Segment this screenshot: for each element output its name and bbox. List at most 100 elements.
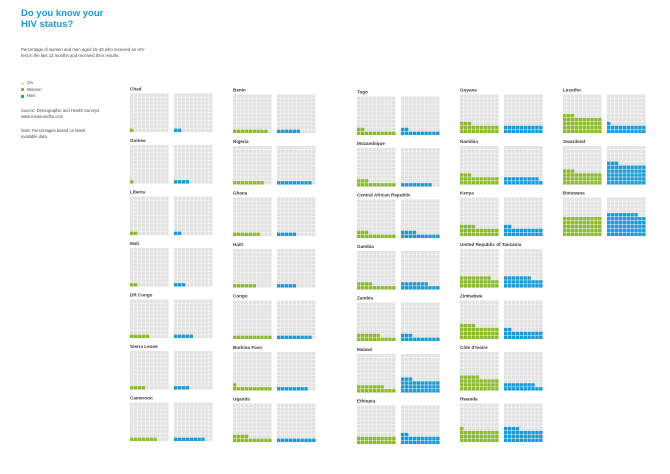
women-empty-square [153,307,157,311]
men-empty-square [408,207,413,211]
women-empty-square [364,325,369,330]
men-empty-square [420,171,424,175]
women-empty-square [233,367,237,372]
women-empty-square [364,417,369,421]
women-filled-square [392,337,396,342]
women-empty-square [153,101,157,105]
women-empty-square [268,272,272,276]
women-empty-square [149,156,153,161]
women-empty-square [360,357,365,362]
men-empty-square [535,165,539,169]
women-empty-square [256,268,260,272]
men-empty-square [304,320,308,324]
women-empty-square [372,254,377,259]
women-empty-square [471,264,476,269]
men-empty-square [420,203,424,207]
women-empty-square [260,426,264,431]
men-empty-square [308,161,312,166]
women-filled-square [244,335,249,340]
men-empty-square [193,283,197,287]
men-empty-square [408,219,413,223]
men-empty-square [523,149,527,154]
men-empty-square [284,260,289,265]
women-empty-square [244,106,249,110]
women-filled-square [384,286,388,290]
women-empty-square [141,283,146,287]
men-empty-square [292,121,297,126]
women-empty-square [165,358,169,363]
men-filled-square [416,436,421,441]
women-empty-square [376,428,380,433]
women-empty-square [252,260,256,265]
men-empty-square [288,280,293,284]
women-empty-square [380,104,384,108]
men-empty-square [181,227,186,232]
women-empty-square [244,224,249,229]
men-empty-square [436,183,440,187]
women-empty-square [248,205,253,209]
women-filled-square [491,284,495,288]
women-empty-square [384,333,388,338]
men-filled-square [404,131,409,136]
men-empty-square [284,224,289,229]
men-filled-square [401,440,405,445]
women-empty-square [463,102,468,106]
women-empty-square [380,373,384,377]
men-empty-square [201,374,205,378]
women-empty-square [133,255,138,260]
men-empty-square [185,160,190,165]
men-empty-square [424,377,428,381]
women-empty-square [475,117,480,122]
men-filled-square [531,280,535,284]
men-empty-square [428,171,432,175]
men-empty-square [288,308,293,312]
men-empty-square [185,93,190,97]
men-empty-square [408,365,413,370]
women-empty-square [161,219,165,224]
men-empty-square [404,274,409,278]
men-empty-square [209,382,213,386]
men-empty-square [193,180,197,184]
men-empty-square [292,320,297,324]
women-empty-square [157,160,161,165]
men-empty-square [308,149,312,154]
men-empty-square [436,274,440,278]
women-empty-square [380,381,384,385]
women-empty-square [388,365,392,370]
men-empty-square [428,302,432,306]
men-empty-square [185,148,190,153]
women-empty-square [388,258,392,263]
men-empty-square [280,153,285,158]
men-empty-square [292,220,297,225]
women-empty-square [161,402,165,406]
women-empty-square [260,312,264,316]
men-empty-square [408,100,413,104]
men-empty-square [197,148,201,153]
men-empty-square [280,197,285,201]
women-empty-square [372,116,377,120]
men-empty-square [535,173,539,177]
men-empty-square [300,363,304,368]
women-empty-square [487,260,491,265]
men-empty-square [504,94,508,98]
men-empty-square [288,98,293,102]
men-empty-square [201,370,205,374]
women-empty-square [384,325,388,330]
men-empty-square [189,109,194,113]
men-empty-square [416,333,421,338]
women-filled-square [233,129,237,134]
men-empty-square [527,114,531,118]
men-filled-square [292,387,297,391]
men-filled-square [531,284,535,288]
men-empty-square [284,352,289,356]
men-empty-square [539,94,543,98]
men-filled-square [507,129,512,134]
women-empty-square [141,422,146,426]
women-filled-square [376,337,380,342]
women-empty-square [495,161,499,166]
women-empty-square [388,274,392,278]
men-empty-square [527,146,531,150]
women-filled-square [460,177,464,181]
men-empty-square [531,213,535,217]
men-filled-square [401,381,405,385]
